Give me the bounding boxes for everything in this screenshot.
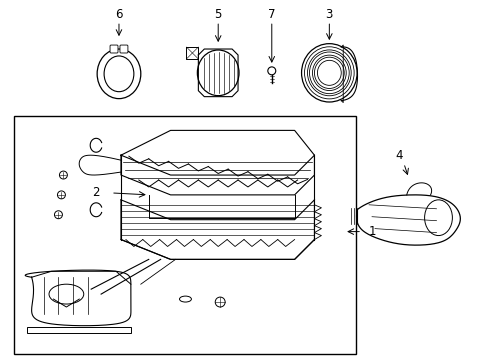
Circle shape (215, 297, 224, 307)
Ellipse shape (317, 60, 341, 85)
Text: 3: 3 (325, 8, 332, 21)
Ellipse shape (197, 50, 239, 96)
Ellipse shape (314, 57, 344, 89)
Circle shape (267, 67, 275, 75)
Text: 5: 5 (214, 8, 222, 21)
Text: 1: 1 (368, 225, 376, 238)
Ellipse shape (301, 44, 356, 102)
Bar (14, 116, 355, 354)
Ellipse shape (309, 52, 348, 94)
FancyBboxPatch shape (110, 45, 118, 53)
Ellipse shape (49, 284, 83, 304)
Text: 7: 7 (267, 8, 275, 21)
Ellipse shape (307, 50, 350, 96)
Circle shape (57, 191, 65, 199)
Circle shape (60, 171, 67, 179)
Ellipse shape (97, 49, 141, 99)
FancyBboxPatch shape (120, 45, 128, 53)
Ellipse shape (424, 200, 451, 235)
Text: 4: 4 (394, 149, 402, 162)
Bar (27, 327, 131, 333)
Ellipse shape (304, 47, 353, 99)
Ellipse shape (312, 55, 346, 91)
Ellipse shape (104, 56, 134, 92)
Text: 6: 6 (115, 8, 122, 21)
Text: 2: 2 (91, 186, 99, 199)
Ellipse shape (179, 296, 191, 302)
Circle shape (54, 211, 62, 219)
